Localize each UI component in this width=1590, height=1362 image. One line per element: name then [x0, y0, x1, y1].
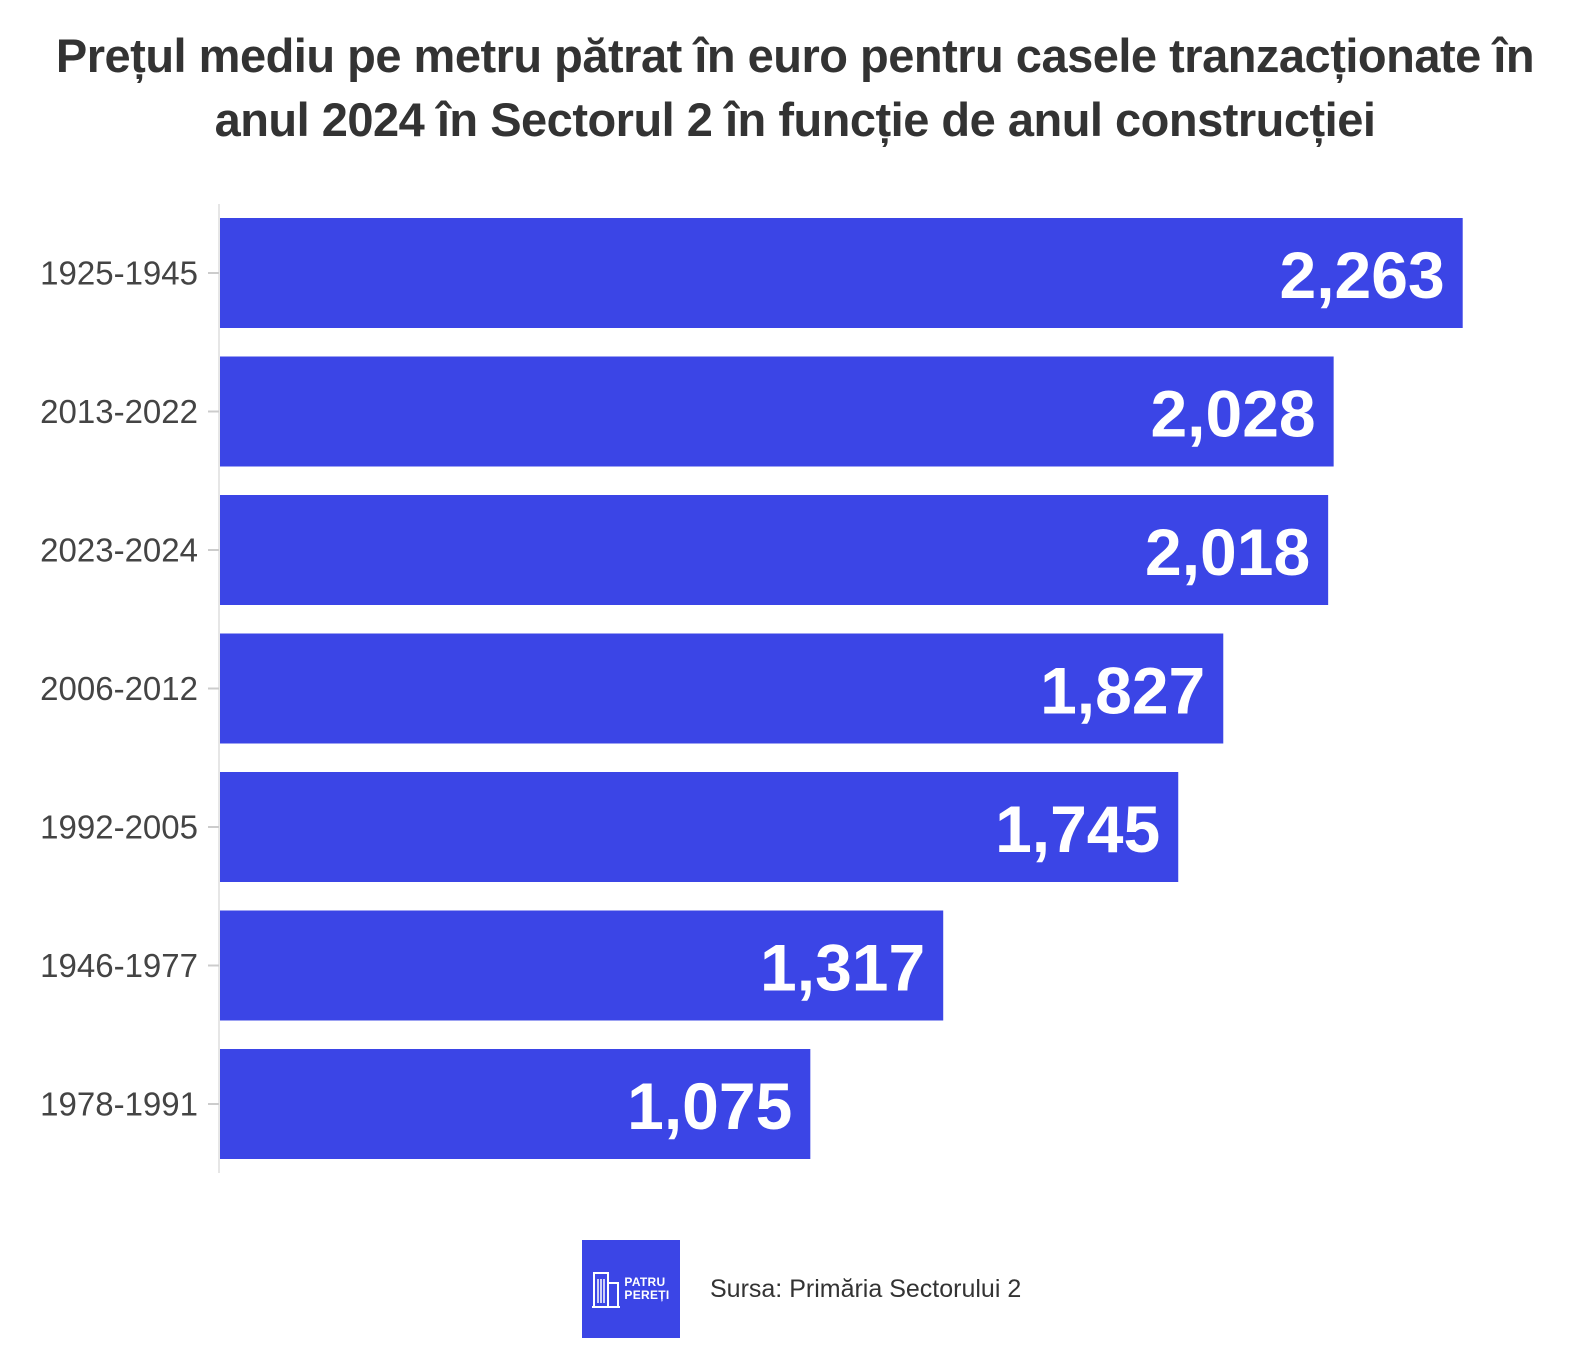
- chart-title: Prețul mediu pe metru pătrat în euro pen…: [0, 24, 1590, 152]
- category-label-2013-2022: 2013-2022: [40, 393, 198, 430]
- source-label: Sursa: Primăria Sectorului 2: [710, 1274, 1022, 1303]
- bar-2013-2022: [220, 356, 1334, 467]
- value-label-2013-2022: 2,028: [1150, 377, 1315, 451]
- building-icon: [592, 1272, 621, 1308]
- chart-title-line-1: Prețul mediu pe metru pătrat în euro pen…: [55, 29, 1535, 82]
- value-label-1925-1945: 2,263: [1280, 238, 1445, 312]
- value-label-1946-1977: 1,317: [760, 931, 925, 1005]
- bars-layer: 1925-1945 2,263 2013-2022 2,028 2023-2024 2,0…: [40, 204, 1463, 1173]
- footer: PATRU PEREȚI Sursa: Primăria Sectorului …: [582, 1240, 1021, 1338]
- value-label-1978-1991: 1,075: [627, 1069, 792, 1143]
- category-label-2006-2012: 2006-2012: [40, 670, 198, 707]
- category-label-1925-1945: 1925-1945: [40, 255, 198, 292]
- category-label-1946-1977: 1946-1977: [40, 947, 198, 984]
- bar-1925-1945: [220, 218, 1463, 328]
- bar-2006-2012: [220, 633, 1224, 744]
- category-label-1978-1991: 1978-1991: [40, 1086, 198, 1123]
- category-label-1992-2005: 1992-2005: [40, 809, 198, 846]
- chart-title-line-2: anul 2024 în Sectorul 2 în funcție de an…: [214, 93, 1376, 146]
- value-label-1992-2005: 1,745: [995, 792, 1160, 866]
- bar-1946-1977: [220, 910, 944, 1021]
- bar-1992-2005: [220, 772, 1179, 882]
- value-label-2006-2012: 1,827: [1040, 654, 1205, 728]
- bar-1978-1991: [220, 1049, 811, 1159]
- logo-line-1: PATRU: [624, 1275, 666, 1289]
- value-label-2023-2024: 2,018: [1145, 515, 1310, 589]
- category-label-2023-2024: 2023-2024: [40, 532, 198, 569]
- brand-logo: PATRU PEREȚI: [582, 1240, 680, 1338]
- bar-2023-2024: [220, 495, 1329, 605]
- logo-line-2: PEREȚI: [624, 1288, 670, 1302]
